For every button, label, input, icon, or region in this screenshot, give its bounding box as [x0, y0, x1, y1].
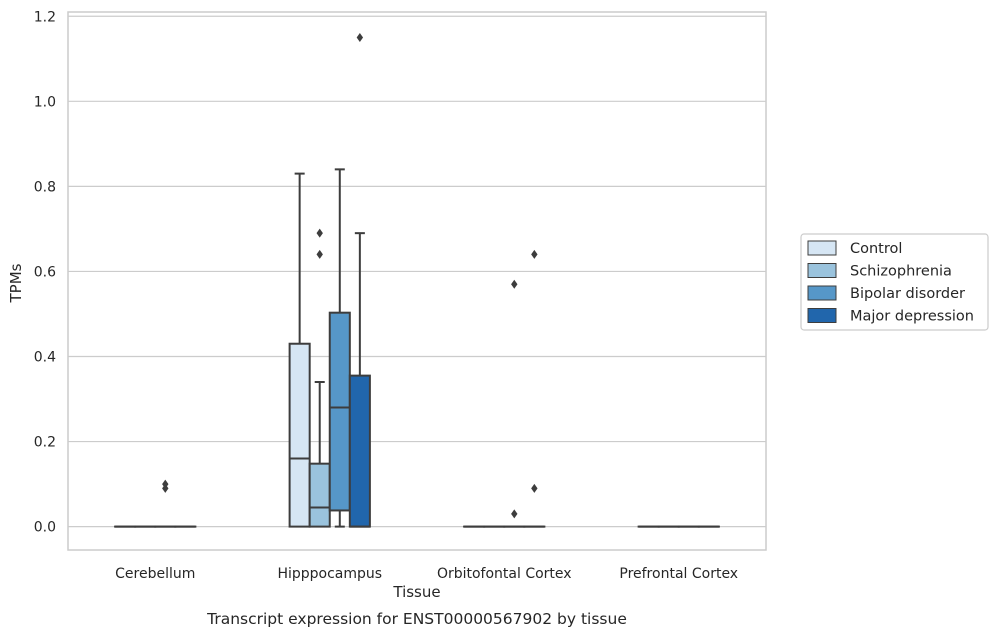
legend-swatch	[808, 241, 836, 255]
y-tick-label: 0.0	[34, 520, 56, 536]
gridlines	[68, 16, 766, 526]
outlier-point	[531, 484, 537, 493]
outlier-point	[531, 250, 537, 259]
box-group	[350, 33, 370, 527]
legend-swatch	[808, 264, 836, 278]
box	[310, 464, 330, 527]
outlier-point	[357, 33, 363, 42]
boxes	[115, 33, 719, 527]
x-tick-label: Hipppocampus	[277, 566, 382, 582]
x-axis-ticks: Cerebellum Hipppocampus Orbitofontal Corte…	[115, 566, 738, 582]
box-group	[155, 480, 175, 527]
box	[290, 344, 310, 527]
box-group	[290, 174, 310, 527]
outlier-point	[317, 250, 323, 259]
y-tick-label: 0.6	[34, 264, 56, 280]
outlier-point	[317, 229, 323, 238]
x-tick-label: Prefrontal Cortex	[619, 566, 738, 582]
legend-label: Control	[850, 241, 902, 257]
y-tick-label: 1.2	[34, 9, 56, 25]
box-group	[524, 250, 544, 527]
legend-swatch	[808, 309, 836, 323]
box	[330, 313, 350, 511]
legend-label: Bipolar disorder	[850, 286, 965, 302]
box	[350, 376, 370, 527]
y-axis-ticks: 0.0 0.2 0.4 0.6 0.8 1.0 1.2	[34, 9, 56, 535]
x-axis-label: Tissue	[392, 583, 440, 601]
outlier-point	[511, 280, 517, 289]
legend: Control Schizophrenia Bipolar disorder Majo…	[801, 234, 988, 330]
box-group	[330, 169, 350, 526]
y-tick-label: 1.0	[34, 94, 56, 110]
x-tick-label: Cerebellum	[115, 566, 195, 582]
box-group	[504, 280, 524, 527]
legend-label: Major depression	[850, 309, 974, 325]
y-tick-label: 0.4	[34, 349, 56, 365]
y-axis-label: TPMs	[7, 263, 25, 303]
plot-frame	[68, 12, 766, 550]
chart-caption: Transcript expression for ENST0000056790…	[206, 610, 627, 628]
box-group	[310, 229, 330, 527]
outlier-point	[511, 509, 517, 518]
legend-label: Schizophrenia	[850, 264, 952, 280]
y-tick-label: 0.8	[34, 179, 56, 195]
legend-swatch	[808, 286, 836, 300]
y-tick-label: 0.2	[34, 435, 56, 451]
x-tick-label: Orbitofontal Cortex	[437, 566, 572, 582]
